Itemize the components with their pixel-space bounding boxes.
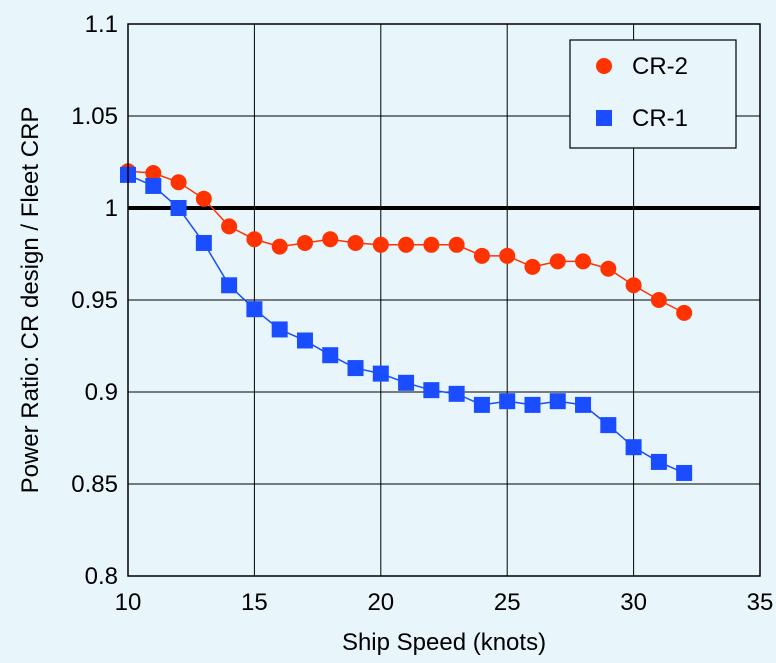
y-tick-label: 0.9 <box>85 379 118 406</box>
data-point <box>372 365 389 382</box>
data-point <box>170 174 187 191</box>
x-tick-label: 25 <box>494 589 521 616</box>
x-axis-title: Ship Speed (knots) <box>342 629 546 656</box>
data-point <box>145 177 162 194</box>
data-point <box>524 396 541 413</box>
data-point <box>448 236 465 253</box>
plot-frame <box>127 23 761 577</box>
data-point <box>524 258 541 275</box>
series-cr-1 <box>120 166 693 481</box>
data-point <box>271 238 288 255</box>
legend-label-cr2: CR-2 <box>632 53 688 80</box>
data-point <box>650 453 667 470</box>
data-point <box>575 253 592 270</box>
data-point <box>575 396 592 413</box>
data-point <box>549 253 566 270</box>
data-point <box>600 260 617 277</box>
data-point <box>221 218 238 235</box>
legend-marker-cr1 <box>596 110 612 126</box>
data-point <box>398 236 415 253</box>
y-axis-title: Power Ratio: CR design / Fleet CRP <box>17 107 44 494</box>
data-point <box>322 347 339 364</box>
data-point <box>296 332 313 349</box>
data-point <box>246 301 263 318</box>
data-point <box>423 236 440 253</box>
data-point <box>347 234 364 251</box>
data-point <box>372 236 389 253</box>
y-tick-label: 1 <box>105 195 118 222</box>
data-point <box>195 190 212 207</box>
data-point <box>600 417 617 434</box>
data-point <box>499 393 516 410</box>
data-point <box>473 396 490 413</box>
data-point <box>322 231 339 248</box>
data-point <box>423 382 440 399</box>
legend-box <box>569 39 737 149</box>
data-point <box>625 439 642 456</box>
data-point <box>499 247 516 264</box>
data-point <box>347 360 364 377</box>
data-point <box>246 231 263 248</box>
data-point <box>271 321 288 338</box>
x-tick-label: 20 <box>367 589 394 616</box>
data-point <box>473 247 490 264</box>
data-point <box>221 277 238 294</box>
data-point <box>549 393 566 410</box>
y-tick-label: 1.05 <box>71 103 118 130</box>
data-point <box>650 292 667 308</box>
y-tick-label: 0.8 <box>85 563 118 590</box>
data-point <box>296 234 313 251</box>
data-point <box>398 374 415 391</box>
data-point <box>625 277 642 294</box>
data-point <box>676 464 693 481</box>
y-tick-label: 0.85 <box>71 471 118 498</box>
legend-marker-cr2 <box>596 58 612 74</box>
data-point <box>170 200 187 216</box>
y-tick-label: 0.95 <box>71 287 118 314</box>
x-tick-label: 35 <box>747 589 774 616</box>
legend: CR-2 CR-1 <box>569 39 737 149</box>
x-tick-label: 30 <box>620 589 647 616</box>
data-point <box>145 165 162 182</box>
data-point <box>195 234 212 251</box>
legend-label-cr1: CR-1 <box>632 105 688 132</box>
x-tick-label: 10 <box>115 589 142 616</box>
y-tick-label: 1.1 <box>85 11 118 38</box>
data-point <box>448 385 465 402</box>
data-point <box>676 304 693 321</box>
tick-label-layer: 10 15 20 25 30 35 0.8 0.85 0.9 0.95 1 1.05 1.1 <box>71 11 773 616</box>
x-tick-label: 15 <box>241 589 268 616</box>
series-layer <box>120 163 693 481</box>
